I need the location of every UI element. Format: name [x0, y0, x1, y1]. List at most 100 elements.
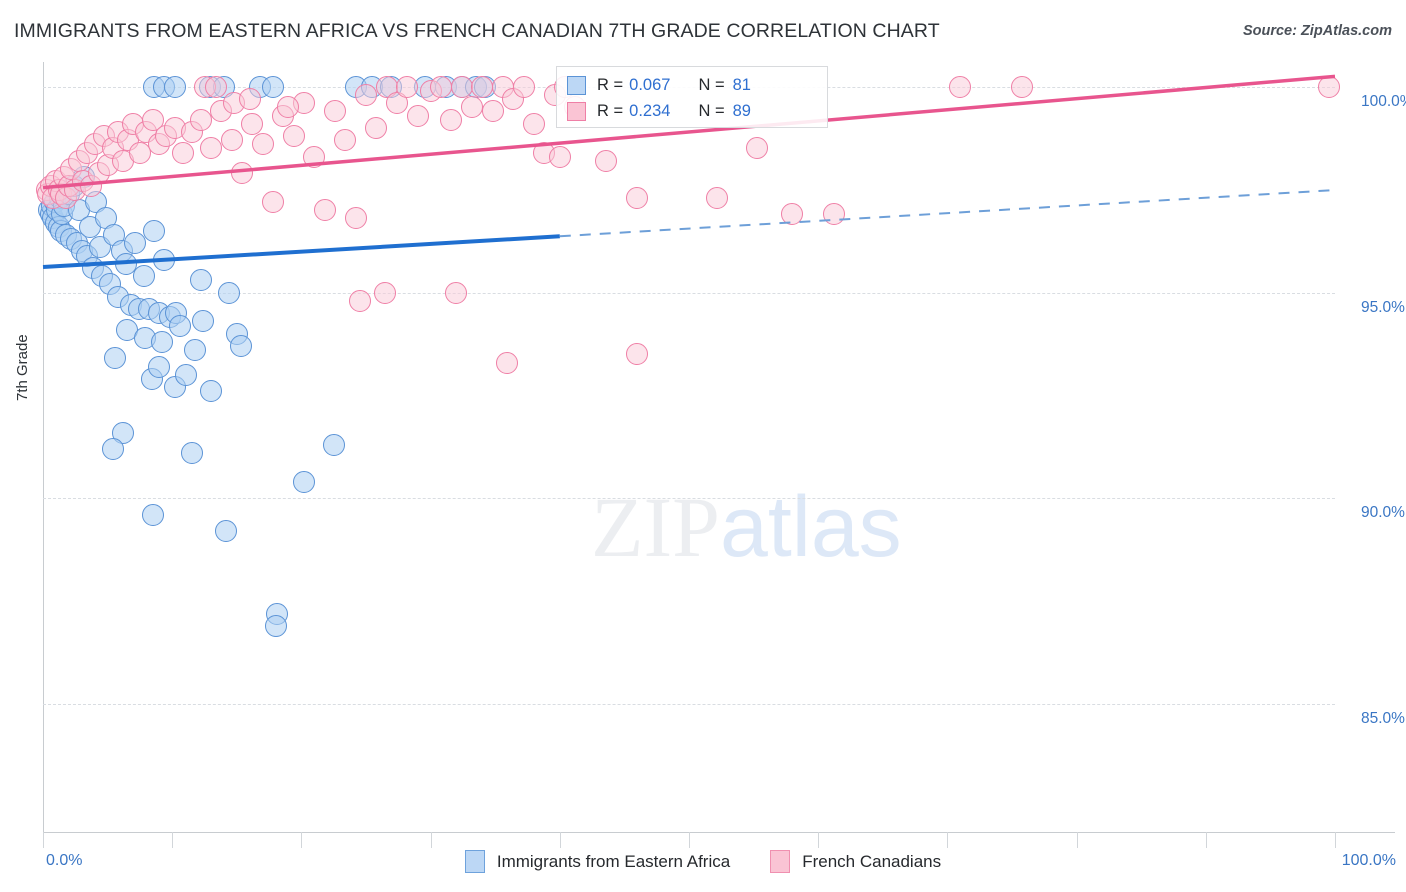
legend-blue-swatch-icon — [464, 850, 485, 873]
x-tick — [43, 832, 44, 848]
blue-r-value: 0.067 — [629, 75, 671, 94]
pink-swatch-icon — [567, 101, 586, 121]
data-point — [215, 520, 238, 543]
data-point — [595, 149, 618, 172]
chart-legend: Immigrants from Eastern Africa French Ca… — [0, 850, 1406, 873]
x-tick — [689, 832, 690, 848]
x-tick — [1335, 832, 1336, 848]
data-point — [199, 380, 222, 403]
data-point — [123, 232, 146, 255]
data-point — [238, 88, 261, 111]
blue-n-value: 81 — [732, 75, 751, 94]
data-point — [303, 145, 326, 168]
x-tick — [172, 832, 174, 848]
data-point — [261, 75, 284, 98]
data-point — [292, 471, 315, 493]
pink-n-value: 89 — [732, 101, 751, 120]
data-point — [199, 137, 222, 160]
source-attribution: Source: ZipAtlas.com — [1242, 23, 1392, 39]
plot-area: ZIPatlas — [35, 62, 1340, 832]
gridline-y — [43, 498, 1335, 500]
correlation-stats-box: R = 0.067 N = 81 R = 0.234 N = 89 — [556, 66, 828, 128]
data-point — [251, 133, 274, 156]
data-point — [334, 129, 357, 152]
y-axis-title: 7th Grade — [14, 334, 31, 401]
data-point — [406, 104, 429, 127]
data-point — [1317, 75, 1340, 98]
zipatlas-watermark: ZIPatlas — [591, 477, 902, 577]
y-axis-label: 85.0% — [1361, 710, 1405, 728]
data-point — [261, 191, 284, 213]
blue-r-label: R = — [597, 75, 624, 94]
data-point — [313, 199, 336, 222]
data-point — [180, 442, 203, 465]
data-point — [522, 112, 545, 135]
x-tick — [1076, 832, 1078, 848]
data-point — [189, 269, 212, 292]
data-point — [205, 75, 228, 98]
data-point — [168, 314, 191, 337]
data-point — [171, 141, 194, 164]
x-tick — [301, 832, 303, 848]
x-axis-label-max: 100.0% — [1341, 852, 1396, 869]
x-axis-line — [43, 832, 1395, 833]
data-point — [348, 289, 371, 312]
data-point — [150, 331, 173, 353]
data-point — [822, 203, 845, 226]
data-point — [218, 281, 241, 304]
data-point — [230, 162, 253, 185]
x-tick — [947, 832, 949, 848]
data-point — [241, 112, 264, 135]
legend-pink-label: French Canadians — [802, 851, 942, 871]
data-point — [101, 438, 124, 461]
watermark-zip: ZIP — [591, 479, 720, 575]
x-tick — [1205, 832, 1207, 848]
data-point — [220, 129, 243, 152]
data-point — [132, 265, 155, 288]
data-point — [282, 125, 305, 148]
gridline-y — [43, 292, 1335, 294]
pink-n-label: N = — [698, 101, 725, 120]
data-point — [512, 75, 535, 98]
data-point — [471, 75, 494, 98]
data-point — [450, 75, 473, 98]
data-point — [429, 75, 452, 98]
x-tick — [559, 832, 561, 848]
data-point — [264, 615, 287, 638]
data-point — [781, 203, 804, 226]
data-point — [481, 100, 504, 123]
blue-swatch-icon — [567, 75, 586, 95]
data-point — [175, 363, 198, 386]
data-point — [229, 335, 252, 358]
gridline-y — [43, 704, 1335, 706]
pink-r-label: R = — [597, 101, 624, 120]
data-point — [189, 108, 212, 131]
data-point — [548, 145, 571, 168]
data-point — [104, 347, 127, 370]
data-point — [184, 339, 207, 362]
data-point — [706, 186, 729, 209]
data-point — [277, 96, 300, 119]
data-point — [374, 281, 397, 304]
data-point — [746, 137, 769, 160]
x-tick — [818, 832, 820, 848]
data-point — [949, 75, 972, 98]
x-tick — [430, 832, 432, 848]
stats-row-pink: R = 0.234 N = 89 — [567, 98, 817, 124]
data-point — [344, 207, 367, 230]
pink-r-value: 0.234 — [629, 101, 671, 120]
data-point — [396, 75, 419, 98]
data-point — [141, 503, 164, 526]
data-point — [143, 219, 166, 242]
y-axis-label: 95.0% — [1361, 298, 1405, 316]
data-point — [355, 83, 377, 106]
y-axis-line — [43, 62, 44, 832]
legend-item-pink[interactable]: French Canadians — [770, 850, 941, 873]
legend-pink-swatch-icon — [770, 850, 791, 873]
page-title: IMMIGRANTS FROM EASTERN AFRICA VS FRENCH… — [14, 20, 940, 42]
legend-item-blue[interactable]: Immigrants from Eastern Africa — [464, 850, 730, 873]
data-point — [192, 310, 215, 333]
data-point — [445, 281, 468, 304]
data-point — [153, 248, 176, 271]
data-point — [626, 343, 649, 366]
